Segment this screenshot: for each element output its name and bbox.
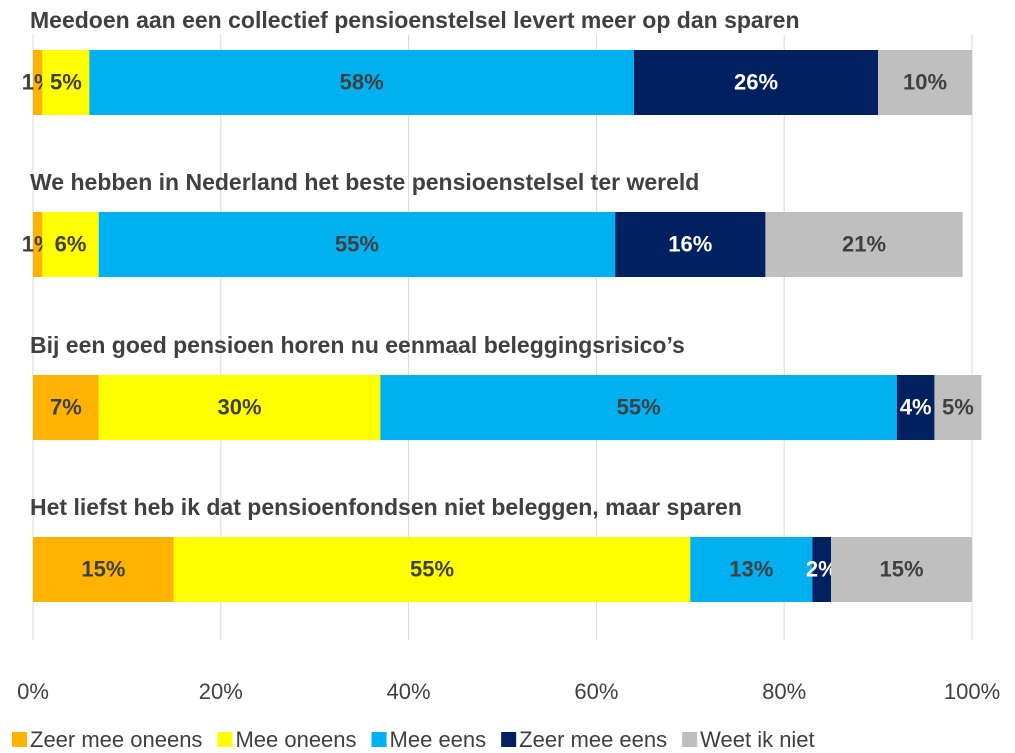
bar-segment bbox=[42, 212, 99, 277]
data-label: 10% bbox=[903, 69, 947, 94]
bar-segment bbox=[173, 537, 691, 602]
data-label: 21% bbox=[842, 231, 886, 256]
legend-label: Zeer mee oneens bbox=[30, 727, 202, 752]
bar-segment bbox=[878, 50, 972, 115]
bar-segment bbox=[89, 50, 634, 115]
category-label: Meedoen aan een collectief pensioenstels… bbox=[30, 7, 800, 33]
bar-segment bbox=[33, 375, 99, 440]
legend-swatch bbox=[682, 732, 698, 747]
data-label: 13% bbox=[729, 556, 773, 581]
bar-segment bbox=[690, 537, 813, 602]
data-label: 15% bbox=[81, 556, 125, 581]
x-tick-label: 20% bbox=[199, 679, 243, 704]
category-label: Bij een goed pensioen horen nu eenmaal b… bbox=[30, 332, 685, 358]
bar-segment bbox=[896, 375, 935, 440]
bar-segment bbox=[765, 212, 963, 277]
bar-segment bbox=[934, 375, 982, 440]
data-label: 30% bbox=[218, 394, 262, 419]
data-label: 7% bbox=[50, 394, 82, 419]
bar-segment bbox=[33, 50, 43, 115]
category-label: We hebben in Nederland het beste pensioe… bbox=[30, 169, 699, 195]
bar-segment bbox=[33, 212, 43, 277]
data-label: 55% bbox=[410, 556, 454, 581]
x-tick-label: 80% bbox=[762, 679, 806, 704]
data-label: 5% bbox=[50, 69, 82, 94]
data-label: 55% bbox=[617, 394, 661, 419]
bar-segment bbox=[42, 50, 90, 115]
data-label: 58% bbox=[340, 69, 384, 94]
legend-swatch bbox=[371, 732, 387, 747]
data-label: 55% bbox=[335, 231, 379, 256]
legend-swatch bbox=[217, 732, 233, 747]
x-tick-label: 60% bbox=[574, 679, 618, 704]
bar-segment bbox=[33, 537, 174, 602]
bar-segment bbox=[98, 212, 616, 277]
bar-segment bbox=[380, 375, 897, 440]
bar-segment bbox=[633, 50, 879, 115]
x-tick-label: 100% bbox=[944, 679, 1000, 704]
bar-segment bbox=[98, 375, 381, 440]
x-tick-label: 0% bbox=[17, 679, 49, 704]
legend-label: Zeer mee eens bbox=[519, 727, 667, 752]
data-label: 26% bbox=[734, 69, 778, 94]
data-label: 16% bbox=[668, 231, 712, 256]
data-label: 4% bbox=[900, 394, 932, 419]
bar-segment bbox=[615, 212, 766, 277]
x-tick-label: 40% bbox=[387, 679, 431, 704]
data-label: 15% bbox=[880, 556, 924, 581]
legend-label: Mee oneens bbox=[235, 727, 356, 752]
data-label: 6% bbox=[55, 231, 87, 256]
data-label: 5% bbox=[942, 394, 974, 419]
legend-swatch bbox=[501, 732, 517, 747]
category-label: Het liefst heb ik dat pensioenfondsen ni… bbox=[30, 494, 742, 520]
legend-label: Mee eens bbox=[390, 727, 487, 752]
legend-label: Weet ik niet bbox=[700, 727, 815, 752]
bar-segment bbox=[831, 537, 972, 602]
bar-segment bbox=[812, 537, 832, 602]
legend-swatch bbox=[12, 732, 27, 747]
